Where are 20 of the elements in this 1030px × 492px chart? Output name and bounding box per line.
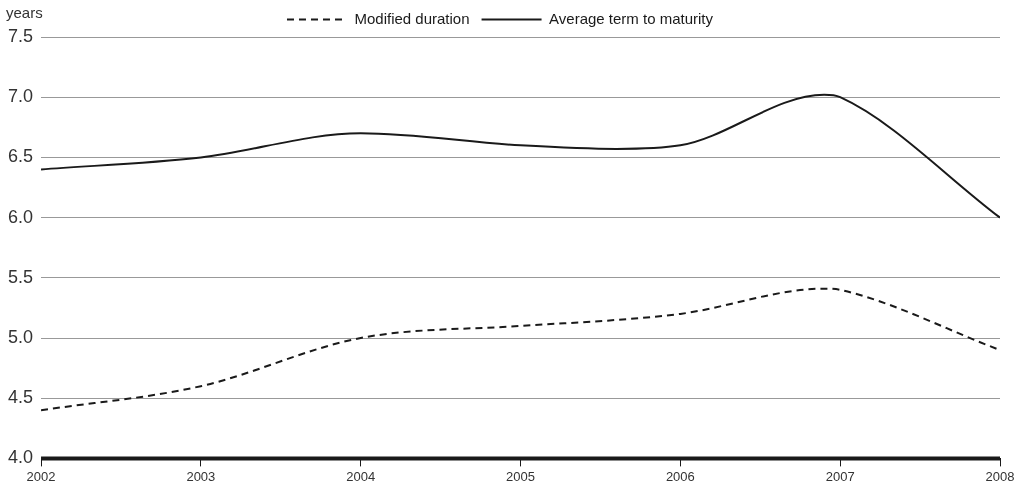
legend-label: Modified duration: [354, 9, 470, 27]
y-tick-label: 6.5: [7, 146, 34, 167]
x-tick-label: 2003: [186, 468, 216, 484]
x-tick-label: 2005: [506, 468, 535, 484]
y-tick-label: 4.5: [7, 387, 34, 408]
line-series: [41, 93, 1000, 219]
y-tick-label: 5.5: [7, 266, 34, 287]
x-tick-label: 2002: [26, 468, 56, 484]
x-tick-label: 2004: [346, 468, 376, 484]
y-tick-label: 4.0: [7, 447, 34, 468]
legend-label: Average term to maturity: [549, 9, 714, 27]
x-tick-label: 2006: [665, 468, 695, 484]
y-tick-label: 6.0: [7, 206, 34, 227]
y-tick-label: 7.0: [7, 86, 34, 107]
y-tick-label: 7.5: [7, 25, 34, 46]
x-tick-label: 2008: [985, 468, 1015, 484]
y-axis-title: years: [6, 3, 43, 21]
y-tick-label: 5.0: [7, 326, 34, 347]
x-tick-label: 2007: [825, 468, 855, 484]
line-series: [41, 287, 1000, 412]
